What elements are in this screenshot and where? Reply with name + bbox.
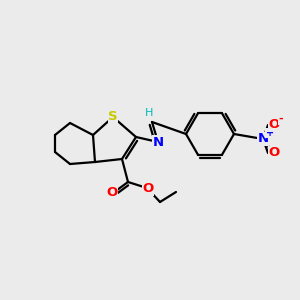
Text: -: - bbox=[279, 114, 283, 124]
Text: O: O bbox=[106, 187, 118, 200]
Text: O: O bbox=[268, 118, 280, 131]
Text: N: N bbox=[257, 133, 268, 146]
Text: O: O bbox=[142, 182, 154, 196]
Text: O: O bbox=[268, 146, 280, 160]
Text: N: N bbox=[152, 136, 164, 148]
Text: +: + bbox=[266, 128, 274, 138]
Text: H: H bbox=[145, 108, 153, 118]
Text: S: S bbox=[108, 110, 118, 124]
